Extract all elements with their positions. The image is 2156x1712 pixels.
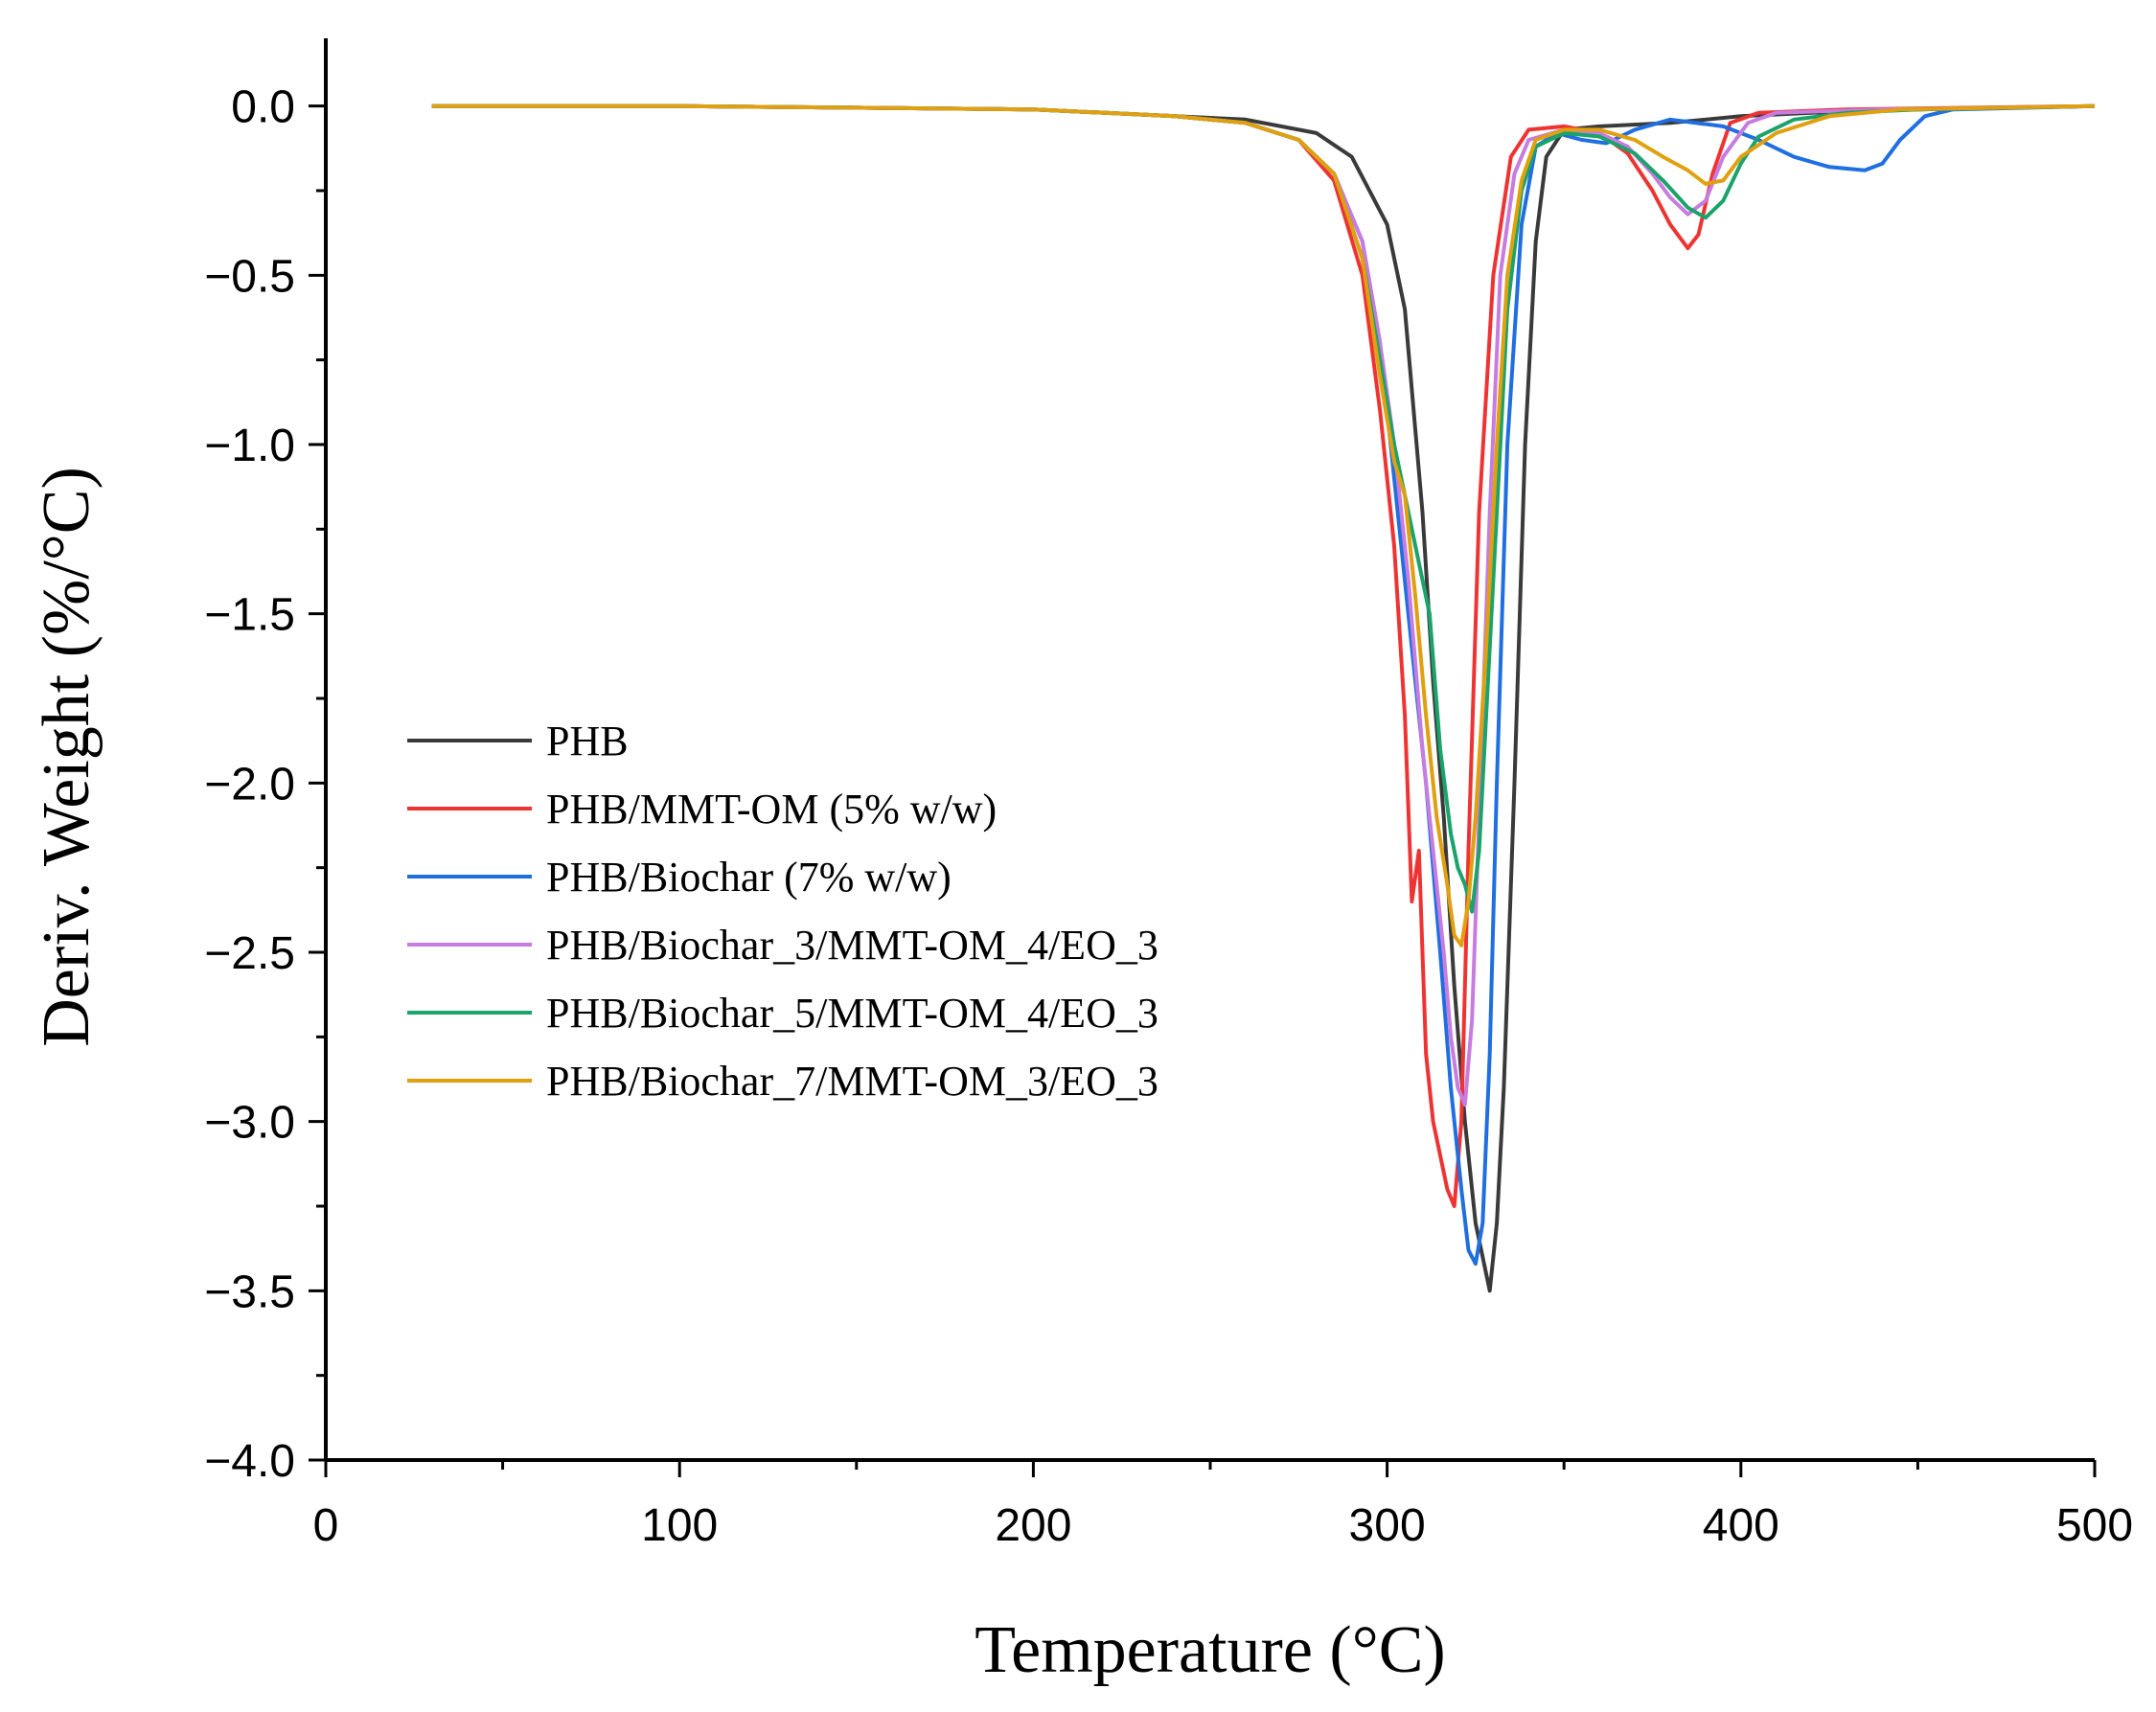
legend-label: PHB/Biochar (7% w/w) [546, 854, 952, 901]
series-line-1 [431, 103, 2096, 1293]
series-layer [431, 103, 2096, 1293]
y-tick-label: −0.5 [204, 251, 295, 302]
legend: PHB PHB/MMT-OM (5% w/w) PHB/Biochar (7% w/… [407, 718, 1158, 1105]
legend-label: PHB [546, 718, 629, 765]
y-tick-label: −1.0 [204, 421, 295, 471]
y-tick-label: −3.0 [204, 1098, 295, 1149]
x-axis-title: Temperature (°C) [975, 1613, 1445, 1687]
x-tick-label: 100 [641, 1500, 718, 1551]
y-tick-label: −2.5 [204, 928, 295, 979]
y-tick-label: −3.5 [204, 1267, 295, 1317]
legend-label: PHB/Biochar_5/MMT-OM_4/EO_3 [546, 990, 1158, 1037]
x-tick-label: 200 [995, 1500, 1071, 1551]
x-ticks: 0 100 200 300 400 500 [313, 1460, 2133, 1551]
legend-label: PHB/MMT-OM (5% w/w) [546, 786, 997, 833]
y-tick-label: −2.0 [204, 759, 295, 810]
y-axis-title: Deriv. Weight (%/°C) [30, 467, 103, 1047]
x-tick-label: 0 [313, 1500, 339, 1551]
series-line-2 [431, 103, 2096, 1208]
series-line-6 [431, 103, 2096, 947]
y-tick-label: 0.0 [231, 82, 295, 133]
x-tick-label: 300 [1349, 1500, 1426, 1551]
x-tick-label: 400 [1703, 1500, 1779, 1551]
legend-label: PHB/Biochar_7/MMT-OM_3/EO_3 [546, 1058, 1158, 1105]
x-tick-label: 500 [2056, 1500, 2133, 1551]
y-tick-label: −1.5 [204, 590, 295, 641]
y-tick-label: −4.0 [204, 1436, 295, 1487]
legend-label: PHB/Biochar_3/MMT-OM_4/EO_3 [546, 922, 1158, 969]
y-ticks: 0.0 −0.5 −1.0 −1.5 −2.0 −2.5 −3.0 −3.5 −4.0 [204, 82, 326, 1487]
